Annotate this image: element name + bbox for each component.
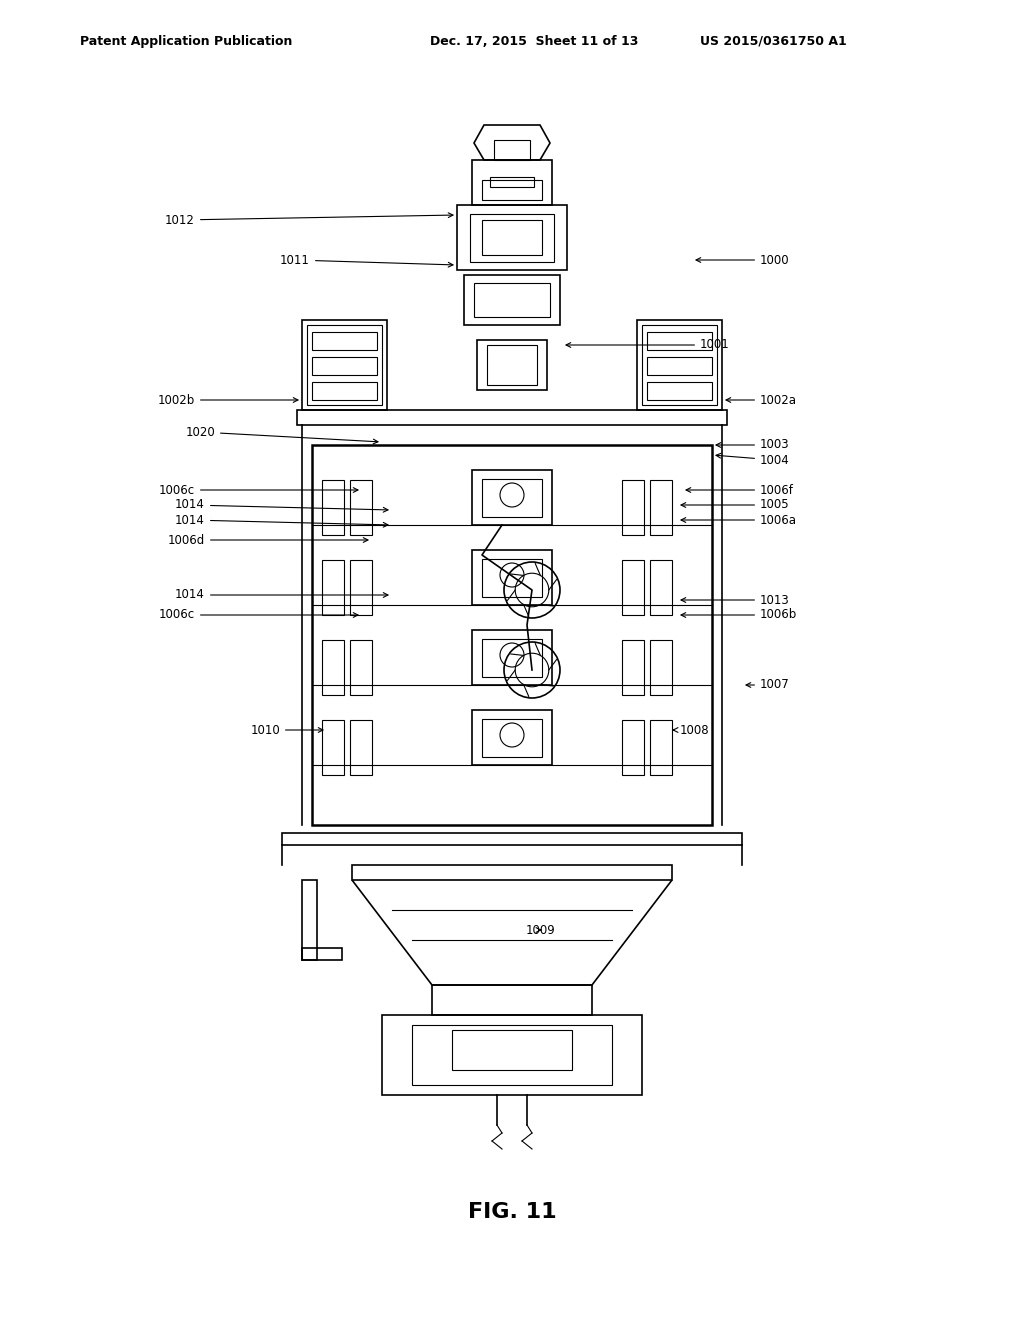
Bar bbox=[307, 325, 382, 405]
Text: 1012: 1012 bbox=[165, 213, 453, 227]
Bar bbox=[650, 560, 672, 615]
Text: Patent Application Publication: Patent Application Publication bbox=[80, 36, 293, 48]
Bar bbox=[457, 205, 567, 271]
Bar bbox=[322, 719, 344, 775]
Bar bbox=[490, 177, 534, 187]
Bar bbox=[622, 719, 644, 775]
Bar bbox=[482, 639, 542, 677]
Bar bbox=[302, 319, 387, 411]
Bar bbox=[322, 560, 344, 615]
Bar bbox=[382, 1015, 642, 1096]
Text: 1014: 1014 bbox=[175, 513, 388, 527]
Text: 1009: 1009 bbox=[525, 924, 555, 936]
Text: 1020: 1020 bbox=[185, 425, 378, 444]
Bar bbox=[482, 180, 542, 201]
Bar bbox=[322, 480, 344, 535]
Bar bbox=[477, 341, 547, 389]
Bar bbox=[452, 1030, 572, 1071]
Bar bbox=[312, 333, 377, 350]
Text: 1006f: 1006f bbox=[686, 483, 794, 496]
Text: 1003: 1003 bbox=[716, 438, 790, 451]
Text: 1008: 1008 bbox=[673, 723, 710, 737]
Bar bbox=[472, 710, 552, 766]
Text: 1006d: 1006d bbox=[168, 533, 368, 546]
Text: 1004: 1004 bbox=[716, 453, 790, 466]
Bar bbox=[482, 220, 542, 255]
Text: 1014: 1014 bbox=[175, 499, 388, 512]
Text: 1010: 1010 bbox=[250, 723, 323, 737]
Text: 1006c: 1006c bbox=[159, 609, 358, 622]
Bar bbox=[350, 719, 372, 775]
Text: 1007: 1007 bbox=[746, 678, 790, 692]
Text: Dec. 17, 2015  Sheet 11 of 13: Dec. 17, 2015 Sheet 11 of 13 bbox=[430, 36, 638, 48]
Bar bbox=[650, 480, 672, 535]
Bar bbox=[302, 948, 342, 960]
Text: 1014: 1014 bbox=[175, 589, 388, 602]
Bar bbox=[312, 381, 377, 400]
Bar bbox=[647, 333, 712, 350]
Bar bbox=[482, 558, 542, 597]
Bar bbox=[464, 275, 560, 325]
Bar bbox=[302, 880, 317, 960]
Bar bbox=[432, 985, 592, 1015]
Bar bbox=[472, 160, 552, 205]
Bar bbox=[312, 445, 712, 825]
Bar bbox=[282, 833, 742, 845]
Bar bbox=[622, 640, 644, 696]
Bar bbox=[297, 411, 727, 425]
Bar bbox=[622, 560, 644, 615]
Text: US 2015/0361750 A1: US 2015/0361750 A1 bbox=[700, 36, 847, 48]
Bar bbox=[350, 640, 372, 696]
Bar bbox=[647, 356, 712, 375]
Bar bbox=[412, 1026, 612, 1085]
Bar bbox=[650, 640, 672, 696]
Bar bbox=[642, 325, 717, 405]
Text: 1001: 1001 bbox=[566, 338, 730, 351]
Bar bbox=[647, 381, 712, 400]
Text: FIG. 11: FIG. 11 bbox=[468, 1203, 556, 1222]
Bar bbox=[352, 865, 672, 880]
Bar bbox=[494, 140, 530, 160]
Text: 1002b: 1002b bbox=[158, 393, 298, 407]
Bar bbox=[322, 640, 344, 696]
Bar bbox=[472, 630, 552, 685]
Text: 1011: 1011 bbox=[281, 253, 453, 267]
Bar bbox=[350, 480, 372, 535]
Bar bbox=[637, 319, 722, 411]
Bar bbox=[650, 719, 672, 775]
Polygon shape bbox=[474, 125, 550, 160]
Text: 1006a: 1006a bbox=[681, 513, 797, 527]
Bar bbox=[472, 470, 552, 525]
Text: 1000: 1000 bbox=[696, 253, 790, 267]
Bar bbox=[474, 282, 550, 317]
Text: 1013: 1013 bbox=[681, 594, 790, 606]
Bar bbox=[312, 356, 377, 375]
Text: 1002a: 1002a bbox=[726, 393, 797, 407]
Bar bbox=[482, 719, 542, 756]
Bar bbox=[350, 560, 372, 615]
Bar bbox=[472, 550, 552, 605]
Text: 1006c: 1006c bbox=[159, 483, 358, 496]
Text: 1006b: 1006b bbox=[681, 609, 798, 622]
Bar bbox=[482, 479, 542, 517]
Bar bbox=[487, 345, 537, 385]
Text: 1005: 1005 bbox=[681, 499, 790, 511]
Bar bbox=[470, 214, 554, 261]
Bar bbox=[622, 480, 644, 535]
